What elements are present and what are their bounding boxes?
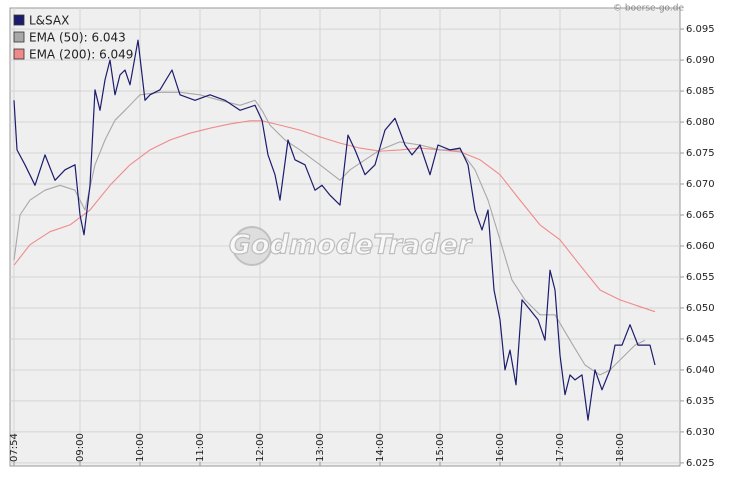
y-tick-label: 6.085 bbox=[686, 86, 715, 97]
x-tick-label: 12:00 bbox=[255, 433, 266, 462]
y-tick-label: 6.065 bbox=[686, 210, 715, 221]
y-tick-label: 6.045 bbox=[686, 334, 715, 345]
legend-swatch bbox=[13, 14, 25, 26]
watermark: GodmodeTrader bbox=[228, 226, 473, 266]
legend-swatch bbox=[13, 31, 25, 43]
x-tick-label: 11:00 bbox=[195, 433, 206, 462]
y-tick-label: 6.055 bbox=[686, 272, 715, 283]
source: © boerse-go.de bbox=[613, 4, 684, 14]
x-tick-label: 18:00 bbox=[615, 433, 626, 462]
series-line bbox=[13, 39, 656, 421]
x-tick-label: 16:00 bbox=[495, 433, 506, 462]
lines bbox=[13, 39, 656, 421]
y-tick-label: 6.050 bbox=[686, 303, 715, 314]
legend-label: EMA (50): 6.043 bbox=[29, 31, 126, 45]
legend-label: L&SAX bbox=[29, 14, 69, 28]
x-tick-label: 10:00 bbox=[135, 433, 146, 462]
legend: L&SAX EMA (50): 6.043 EMA (200): 6.049 bbox=[13, 14, 133, 62]
legend-label: EMA (200): 6.049 bbox=[29, 48, 133, 62]
series-line bbox=[13, 91, 646, 376]
legend-swatch bbox=[13, 48, 25, 60]
series-line bbox=[13, 120, 656, 313]
x-tick-label: 17:00 bbox=[555, 433, 566, 462]
x-tick-label: 14:00 bbox=[375, 433, 386, 462]
y-tick-label: 6.030 bbox=[686, 427, 715, 438]
y-tick-label: 6.060 bbox=[686, 241, 715, 252]
y-tick-label: 6.035 bbox=[686, 396, 715, 407]
y-tick-label: 6.095 bbox=[686, 24, 715, 35]
y-tick-label: 6.040 bbox=[686, 365, 715, 376]
y-tick-label: 6.080 bbox=[686, 117, 715, 128]
x-tick-label: 09:00 bbox=[75, 433, 86, 462]
x-tick-label: 13:00 bbox=[315, 433, 326, 462]
watermark-text: GodmodeTrader bbox=[229, 230, 473, 261]
y-tick-label: 6.075 bbox=[686, 148, 715, 159]
x-tick-label: 07:54 bbox=[9, 433, 20, 462]
y-tick-label: 6.070 bbox=[686, 179, 715, 190]
watermark-logo bbox=[232, 226, 272, 266]
y-tick-label: 6.090 bbox=[686, 55, 715, 66]
plot-area bbox=[9, 7, 681, 467]
x-tick-label: 15:00 bbox=[435, 433, 446, 462]
grid bbox=[10, 8, 684, 466]
y-tick-label: 6.025 bbox=[686, 458, 715, 469]
